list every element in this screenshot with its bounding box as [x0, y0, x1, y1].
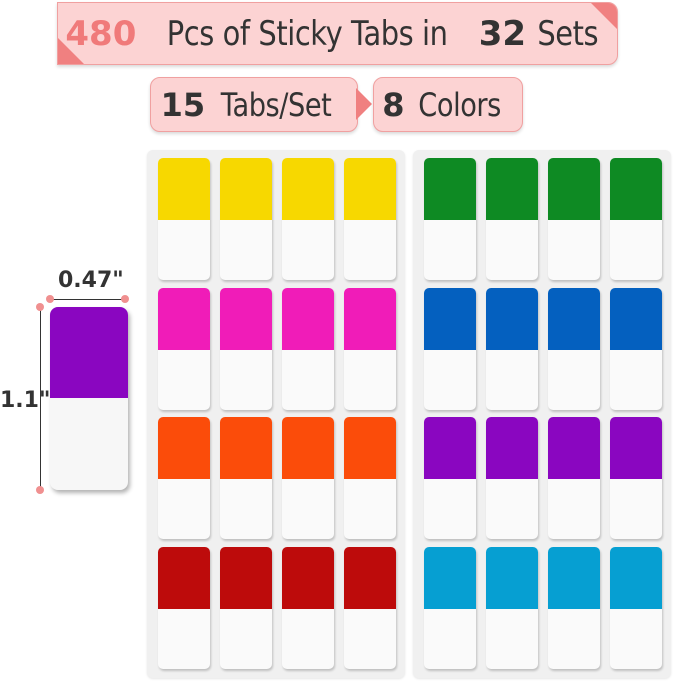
sticky-tab-color	[282, 287, 334, 350]
sticky-tab	[158, 158, 210, 280]
dimension-dot	[36, 303, 44, 311]
badge-number: 15	[160, 85, 206, 124]
sticky-tab-color	[610, 287, 662, 350]
sticky-tab	[220, 287, 272, 410]
sticky-tab-color	[344, 287, 396, 350]
sticky-tab	[158, 417, 210, 539]
sticky-tab	[158, 287, 210, 410]
sticky-tab	[486, 546, 538, 669]
sticky-tab	[282, 287, 334, 410]
sticky-tab-color	[486, 158, 538, 220]
sticky-tab-color	[548, 158, 600, 220]
sticky-tab	[610, 546, 662, 669]
tab-sheet-right	[413, 150, 671, 678]
sample-tab-color	[50, 307, 128, 398]
sticky-tab	[220, 417, 272, 539]
sticky-tab	[220, 158, 272, 280]
sticky-tab-color	[220, 417, 272, 479]
sticky-tab	[344, 546, 396, 669]
tabs-per-set-badge: 15 Tabs/Set	[150, 77, 358, 132]
sticky-tab-color	[344, 546, 396, 609]
sticky-tab	[548, 158, 600, 280]
width-label: 0.47"	[58, 268, 124, 293]
dimension-dot	[121, 295, 129, 303]
sticky-tab	[282, 546, 334, 669]
sticky-tab-color	[158, 158, 210, 220]
headline-sets: 32	[478, 13, 527, 54]
sticky-tab-color	[220, 546, 272, 609]
sticky-tab	[344, 287, 396, 410]
sticky-tab-color	[424, 417, 476, 479]
sticky-tab	[424, 546, 476, 669]
sticky-tab-color	[486, 546, 538, 609]
sticky-tab	[344, 417, 396, 539]
sticky-tab	[548, 287, 600, 410]
sticky-tab	[158, 546, 210, 669]
headline-end: Sets	[537, 13, 599, 54]
sticky-tab-color	[424, 287, 476, 350]
sticky-tab-color	[220, 158, 272, 220]
sticky-tab	[424, 158, 476, 280]
sticky-tab-color	[424, 546, 476, 609]
height-label: 1.1"	[0, 388, 51, 413]
sticky-tab-color	[548, 417, 600, 479]
sticky-tab-color	[220, 287, 272, 350]
dimension-dot	[46, 295, 54, 303]
sticky-tab-color	[486, 417, 538, 479]
sticky-tab	[486, 417, 538, 539]
sticky-tab	[424, 417, 476, 539]
sticky-tab-color	[344, 158, 396, 220]
colors-badge: 8 Colors	[373, 77, 523, 132]
sticky-tab-color	[282, 417, 334, 479]
sticky-tab	[610, 158, 662, 280]
badge-label: Colors	[417, 85, 501, 124]
sticky-tab-color	[424, 158, 476, 220]
headline-count: 480	[65, 13, 137, 54]
sticky-tab	[486, 158, 538, 280]
sticky-tab-color	[548, 546, 600, 609]
tab-sheet-left	[147, 150, 405, 678]
badge-label: Tabs/Set	[220, 85, 332, 124]
sticky-tab	[220, 546, 272, 669]
headline-middle: Pcs of Sticky Tabs in	[167, 13, 448, 54]
sticky-tab-color	[158, 546, 210, 609]
sticky-tab-color	[486, 287, 538, 350]
sticky-tab-color	[610, 546, 662, 609]
sticky-tab-color	[344, 417, 396, 479]
sticky-tab-color	[282, 158, 334, 220]
arrow-icon	[356, 88, 372, 120]
sticky-tab	[548, 417, 600, 539]
width-line	[50, 299, 126, 300]
sticky-tab	[486, 287, 538, 410]
sticky-tab-color	[282, 546, 334, 609]
sticky-tab-color	[548, 287, 600, 350]
sticky-tab	[344, 158, 396, 280]
height-line	[40, 307, 41, 490]
dimension-dot	[36, 486, 44, 494]
sticky-tab-color	[158, 417, 210, 479]
sticky-tab	[610, 287, 662, 410]
badge-number: 8	[382, 85, 405, 124]
sticky-tab	[610, 417, 662, 539]
sticky-tab	[282, 417, 334, 539]
sticky-tab-color	[610, 417, 662, 479]
headline-banner: 480 Pcs of Sticky Tabs in 32 Sets	[57, 2, 618, 65]
sticky-tab	[548, 546, 600, 669]
sticky-tab	[424, 287, 476, 410]
sticky-tab	[282, 158, 334, 280]
sticky-tab-color	[158, 287, 210, 350]
sticky-tab-color	[610, 158, 662, 220]
sample-tab	[50, 307, 128, 490]
